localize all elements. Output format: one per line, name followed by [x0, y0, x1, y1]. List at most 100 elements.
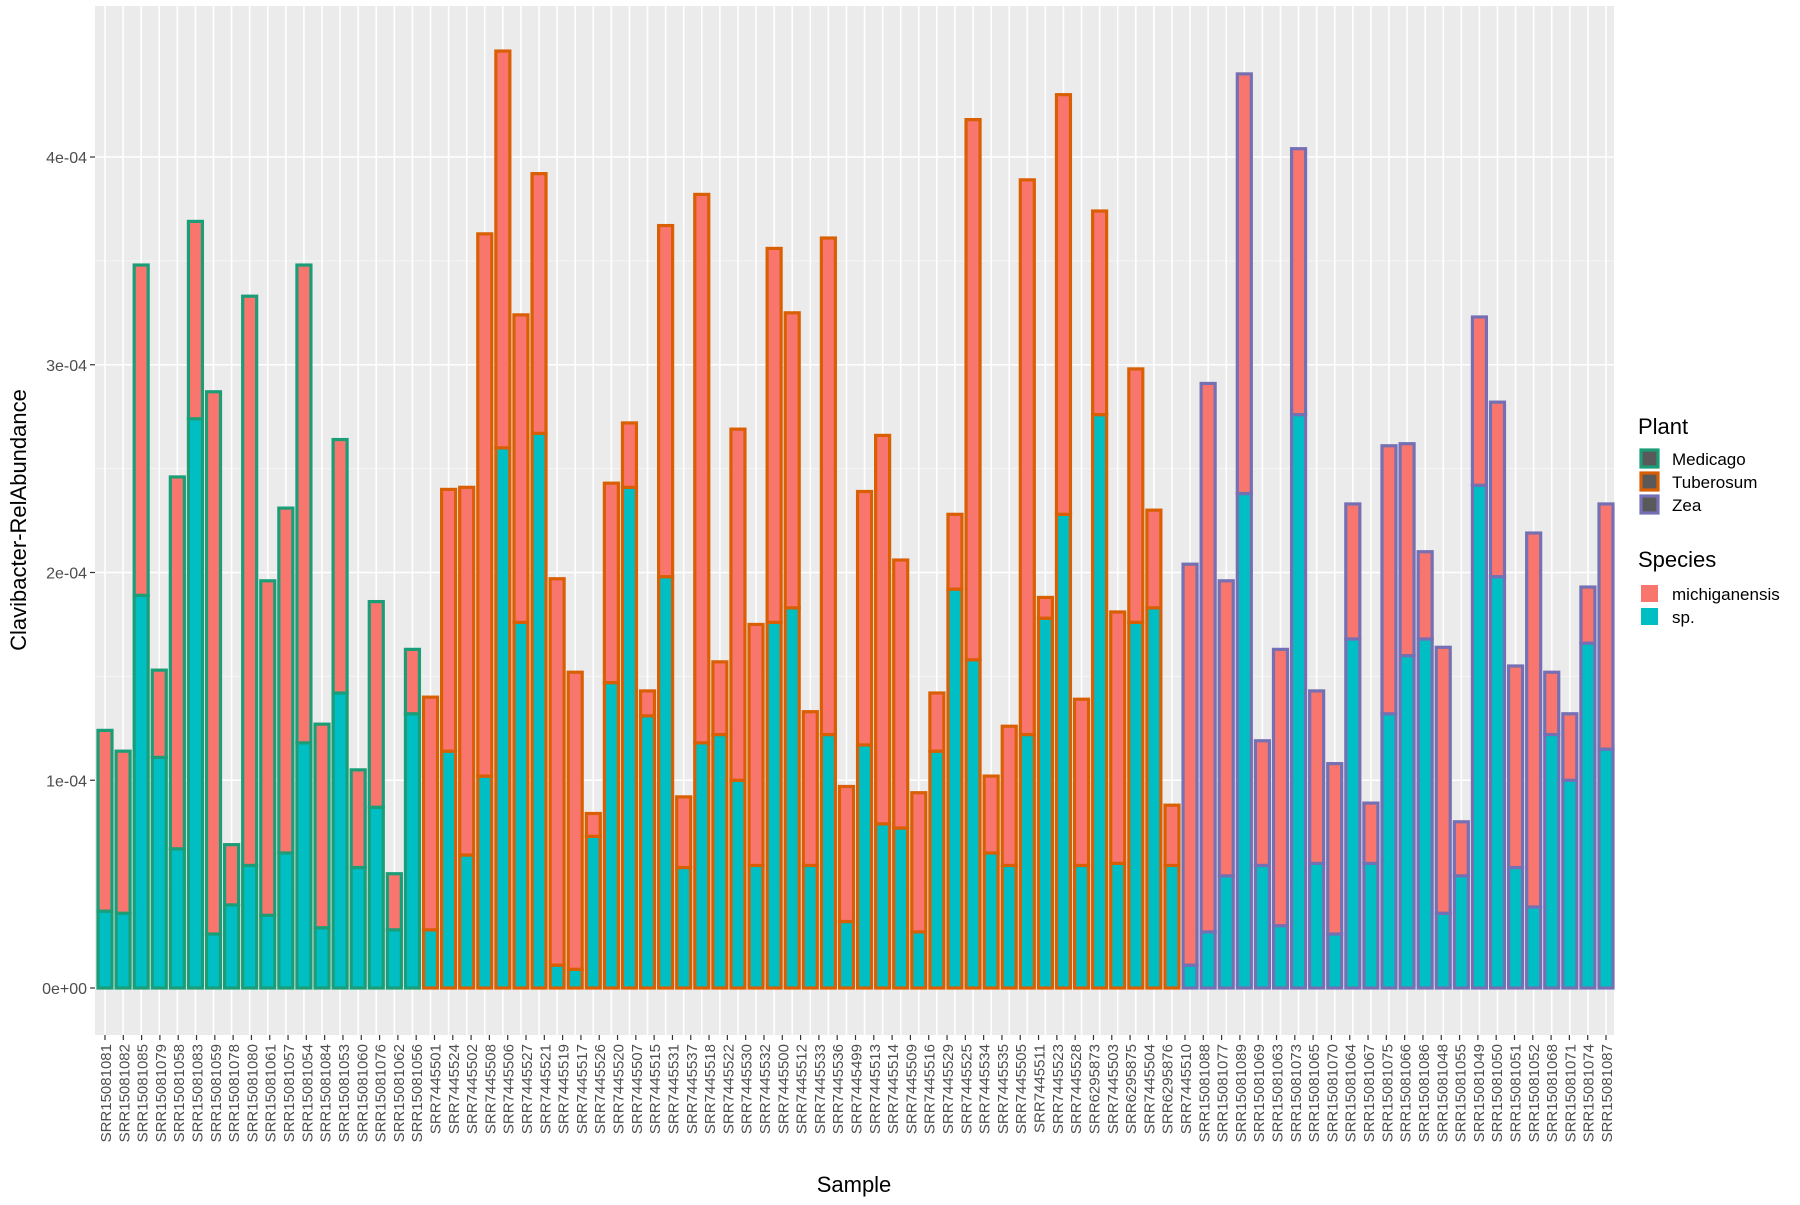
bar-segment-michiganensis	[747, 622, 765, 868]
bar-segment-sp	[295, 741, 313, 990]
bar-segment-michiganensis	[476, 232, 494, 778]
bar-segment-michiganensis	[1289, 147, 1308, 417]
bar-segment-sp	[855, 743, 874, 990]
bar-segment-sp	[765, 620, 783, 990]
bar-segment-sp	[964, 658, 982, 990]
x-tick-label: SRR7445537	[684, 1044, 701, 1134]
bar-segment-michiganensis	[1127, 367, 1145, 624]
bar-segment-sp	[1018, 732, 1036, 990]
x-tick-label: SRR15081085	[135, 1044, 152, 1142]
bar-segment-michiganensis	[186, 219, 205, 421]
bar-segment-michiganensis	[964, 118, 982, 662]
legend-label: Medicago	[1672, 450, 1746, 469]
bar-segment-michiganensis	[638, 689, 657, 718]
bar-segment-sp	[1561, 778, 1579, 990]
bar-segment-sp	[259, 913, 277, 990]
bar-segment-sp	[1109, 861, 1127, 990]
x-tick-label: SRR6295873	[1086, 1044, 1103, 1134]
bar-segment-sp	[168, 847, 186, 990]
bars	[96, 49, 1615, 990]
bar-segment-sp	[638, 714, 657, 990]
bar-segment-michiganensis	[1199, 381, 1217, 934]
bar-segment-michiganensis	[1470, 315, 1489, 487]
x-tick-label: SRR15081053	[336, 1044, 353, 1142]
x-tick-label: SRR7445500	[775, 1044, 792, 1134]
bar-segment-michiganensis	[982, 774, 1000, 855]
bar-segment-sp	[530, 431, 548, 990]
bar-segment-michiganensis	[1488, 400, 1507, 579]
y-tick-label: 0e+00	[42, 981, 87, 998]
x-tick-label: SRR15081057	[281, 1044, 298, 1142]
bar-segment-sp	[1235, 491, 1253, 990]
bar-segment-michiganensis	[132, 263, 150, 597]
bar-segment-sp	[186, 417, 205, 990]
bar-segment-michiganensis	[1326, 762, 1344, 936]
bar-segment-sp	[783, 606, 801, 990]
y-tick-label: 1e-04	[46, 773, 87, 790]
x-tick-label: SRR15081065	[1306, 1044, 1323, 1142]
bar-segment-michiganensis	[168, 475, 186, 851]
bar-segment-sp	[837, 919, 856, 990]
bar-segment-sp	[1506, 865, 1525, 990]
bar-segment-sp	[440, 749, 458, 990]
bar-segment-sp	[385, 928, 403, 990]
x-tick-label: SRR15081055	[1453, 1044, 1470, 1142]
bar-segment-michiganensis	[1543, 670, 1561, 737]
bar-segment-sp	[657, 575, 675, 990]
bar-segment-sp	[114, 911, 132, 990]
bar-segment-michiganensis	[566, 670, 584, 971]
bar-segment-michiganensis	[1525, 531, 1543, 909]
bar-segment-sp	[331, 691, 349, 990]
bar-segment-sp	[458, 853, 476, 990]
bar-segment-michiganensis	[421, 695, 440, 932]
bar-segment-sp	[132, 593, 150, 990]
bar-segment-sp	[1072, 863, 1091, 990]
bar-segment-michiganensis	[1362, 801, 1380, 865]
x-tick-label: SRR7445534	[977, 1044, 994, 1134]
legend-label: michiganensis	[1672, 585, 1780, 604]
bar-segment-sp	[1163, 863, 1181, 990]
x-tick-label: SRR15081084	[318, 1044, 335, 1142]
bar-segment-sp	[584, 834, 602, 990]
bar-segment-michiganensis	[946, 512, 964, 591]
x-tick-label: SRR7445531	[665, 1044, 682, 1134]
bar-segment-sp	[620, 485, 639, 990]
legend-plant-title: Plant	[1638, 414, 1688, 439]
bar-segment-michiganensis	[241, 294, 259, 868]
bar-segment-sp	[675, 865, 693, 990]
bar-segment-michiganensis	[204, 390, 223, 936]
bar-segment-sp	[1579, 641, 1597, 990]
x-tick-label: SRR7445507	[629, 1044, 646, 1134]
x-tick-label: SRR15081076	[373, 1044, 390, 1142]
bar-segment-michiganensis	[1308, 689, 1326, 865]
x-tick-label: SRR15081063	[1270, 1044, 1287, 1142]
bar-segment-michiganensis	[548, 577, 566, 967]
bar-segment-michiganensis	[1416, 550, 1434, 641]
bar-segment-michiganensis	[295, 263, 313, 745]
bar-segment-michiganensis	[367, 599, 385, 809]
bar-segment-sp	[693, 741, 711, 990]
bar-segment-sp	[1326, 932, 1344, 990]
bar-segment-michiganensis	[874, 433, 892, 826]
x-tick-label: SRR15081058	[171, 1044, 188, 1142]
bar-segment-sp	[892, 826, 910, 990]
bar-segment-michiganensis	[783, 311, 801, 610]
x-tick-label: SRR6295875	[1123, 1044, 1140, 1134]
x-tick-label: SRR15081077	[1215, 1044, 1232, 1142]
x-tick-label: SRR7445510	[1178, 1044, 1195, 1134]
x-tick-label: SRR7445506	[501, 1044, 518, 1134]
x-tick-label: SRR7445508	[482, 1044, 499, 1134]
bar-segment-sp	[1434, 911, 1452, 990]
bar-segment-michiganensis	[1344, 502, 1362, 641]
x-tick-label: SRR15081061	[263, 1044, 280, 1142]
x-tick-label: SRR15081073	[1288, 1044, 1305, 1142]
x-tick-label: SRR7445529	[940, 1044, 957, 1134]
bar-segment-sp	[1000, 863, 1018, 990]
x-tick-label: SRR7445516	[922, 1044, 939, 1134]
bar-segment-michiganensis	[855, 489, 874, 747]
x-tick-label: SRR7445527	[519, 1044, 536, 1134]
x-tick-label: SRR15081066	[1398, 1044, 1415, 1142]
bar-segment-michiganensis	[1452, 820, 1470, 878]
y-axis: 0e+00 1e-04 2e-04 3e-04 4e-04	[42, 150, 95, 998]
bar-segment-sp	[982, 851, 1000, 990]
